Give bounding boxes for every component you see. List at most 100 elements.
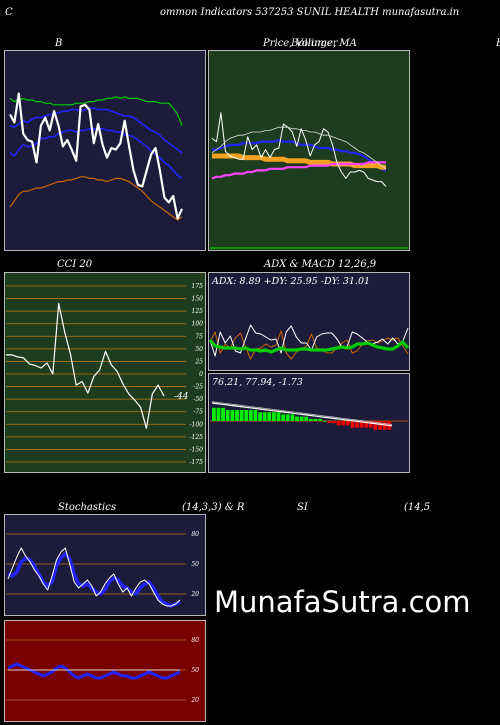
macd-histogram-bar [368,421,373,428]
stochastics-chart: 80 50 20 [4,514,206,616]
macd-histogram-bar [299,416,304,421]
cci-tick-label: 175 [192,283,204,290]
cci-tick-label: -100 [190,421,204,428]
rsi-line [7,662,181,680]
price-blue-ma-line [212,138,387,172]
stoch-tick-label: 50 [191,561,199,568]
stoch-title-left: Stochastics [58,502,116,513]
macd-histogram-bar [285,414,290,421]
ma-label: MA [339,38,357,49]
price-ma-chart [208,50,410,251]
cci-tick-label: 25 [194,358,203,365]
macd-histogram-bar [235,410,239,421]
cci-frame [4,272,206,473]
macd-histogram-bar [248,410,253,421]
macd-histogram-bar [350,421,355,428]
rsi-tick-label: 80 [191,637,199,644]
cci-tick-label: -175 [190,459,204,466]
macd-signal-line [211,401,393,425]
macd-histogram-bar [225,410,230,421]
bollinger-overlay-word: Bollinger [291,38,338,49]
macd-histogram-bar [304,416,309,421]
stoch-d-line [7,547,181,607]
macd-histogram-bar [216,407,221,421]
adx-minus-di-line [209,324,409,357]
adx-plus-di-line [209,330,409,360]
price-close-line [211,112,387,187]
macd-histogram-bar [378,421,382,430]
macd-histogram-bar [212,407,216,421]
bollinger-chart [4,50,206,251]
macd-histogram-bar [359,421,364,428]
macd-histogram-bar [364,421,369,428]
cci-line [6,303,165,429]
price-label: Price, [263,38,293,49]
cci-tick-label: 0 [199,371,203,378]
macd-histogram-bar [355,421,359,428]
adx-frame [208,272,410,371]
bollinger-upper-line [9,96,183,126]
volume-label: Volume, [295,38,337,49]
adx-line [208,338,410,354]
bollinger-title: B [55,38,63,49]
rsi-tick-label: 50 [191,667,199,674]
macd-histogram-bar [308,418,313,421]
stoch-tick-label: 80 [191,531,199,538]
macd-histogram-bar [244,410,249,421]
corner-label-left: C [5,7,13,18]
bollinger-lower-line [9,176,183,221]
rsi-title-si: SI [297,502,308,513]
rsi-chart: 80 50 20 [4,620,206,722]
corner-label-right: B [496,38,500,49]
macd-histogram-bar [336,421,341,426]
macd-histogram-bar [281,414,285,421]
rsi-frame [4,620,206,722]
macd-histogram-bar [239,410,244,421]
rsi-tick-label: 20 [190,697,199,704]
rsi-title-right: (14,5 [404,502,431,513]
macd-histogram-bar [230,410,235,421]
macd-histogram-bar [272,412,276,421]
macd-histogram-bar [253,410,258,421]
macd-histogram-bar [332,421,336,424]
cci-tick-label: -150 [190,446,204,453]
price-magenta-ma-line [211,161,386,180]
macd-histogram-bar [262,412,267,421]
bollinger-ma-line-a [9,107,183,154]
page-title: ommon Indicators 537253 SUNIL HEALTH mun… [160,7,460,18]
cci-title: CCI 20 [57,259,93,270]
bollinger-price-line [9,92,183,220]
cci-tick-label: 125 [192,308,204,315]
macd-histogram-bar [276,412,281,421]
stoch-tick-label: 20 [190,591,199,598]
macd-histogram-bar [290,414,295,421]
cci-tick-label: -75 [193,409,203,416]
macd-histogram-bar [221,407,225,421]
macd-chart: 76.21, 77.94, -1.73 [208,373,410,473]
stoch-frame [4,514,206,616]
cci-tick-label: 50 [195,346,203,353]
watermark: MunafaSutra.com [214,585,471,619]
adx-macd-title: ADX & MACD 12,26,9 [264,259,377,270]
price-bollinger-line [211,126,387,170]
price-ma-title: Price, Volume, MA [263,38,357,49]
macd-line [211,402,393,427]
cci-last-value: -44 [174,392,189,402]
macd-histogram-bar [322,421,327,422]
macd-histogram-bar [313,418,318,421]
cci-tick-label: -25 [193,384,203,391]
cci-tick-label: 150 [192,296,204,303]
cci-tick-label: -125 [190,434,204,441]
macd-histogram-bar [258,412,262,421]
adx-readout: ADX: 8.89 +DY: 25.95 -DY: 31.01 [211,276,370,287]
adx-chart: ADX: 8.89 +DY: 25.95 -DY: 31.01 [208,272,410,371]
macd-histogram-bar [295,416,299,421]
macd-histogram-bar [345,421,350,426]
price-orange-ma-band [212,153,386,170]
macd-histogram-bar [327,421,332,424]
stoch-title-mid: (14,3,3) & R [182,502,245,513]
macd-histogram-bar [267,412,272,421]
cci-tick-label: 100 [192,321,204,328]
macd-histogram-bar [341,421,345,426]
macd-histogram-bar [373,421,378,430]
